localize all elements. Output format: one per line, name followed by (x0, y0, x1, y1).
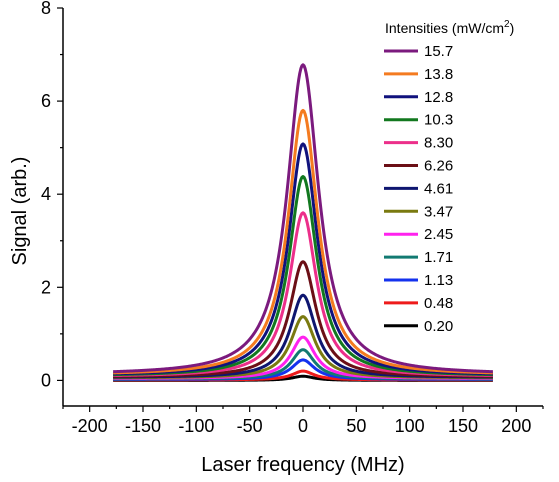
x-axis: -200 -150 -100 -50 0 50 100 150 200 (62, 405, 544, 436)
legend-label: 0.48 (424, 295, 453, 312)
x-tick-label: -100 (178, 416, 214, 436)
y-tick-label: 6 (41, 91, 51, 111)
x-tick-label: 100 (395, 416, 425, 436)
legend-label: 0.20 (424, 318, 453, 335)
y-axis: 0 2 4 6 8 (41, 0, 64, 406)
legend-label: 4.61 (424, 180, 453, 197)
x-tick-label: -50 (237, 416, 263, 436)
x-tick-label: -200 (72, 416, 108, 436)
y-tick-label: 8 (41, 0, 51, 18)
x-tick-label: 150 (448, 416, 478, 436)
legend-label: 12.8 (424, 89, 453, 106)
series-line-13.8 (112, 108, 494, 375)
x-tick-label: 200 (501, 416, 531, 436)
legend-label: 3.47 (424, 203, 453, 220)
legend-label: 10.3 (424, 112, 453, 129)
y-axis-title: Signal (arb.) (9, 157, 31, 266)
legend-label: 2.45 (424, 226, 453, 243)
legend-label: 1.71 (424, 249, 453, 266)
y-tick-label: 4 (41, 184, 51, 204)
legend-title: Intensities (mW/cm2) (385, 19, 514, 36)
legend-label: 15.7 (424, 43, 453, 60)
y-tick-label: 0 (41, 370, 51, 390)
legend-label: 8.30 (424, 135, 453, 152)
legend-label: 1.13 (424, 272, 453, 289)
legend-label: 13.8 (424, 66, 453, 83)
legend: Intensities (mW/cm2) 15.7 13.8 12.8 10.3 8.30… (384, 19, 514, 335)
x-tick-label: 0 (298, 416, 308, 436)
x-tick-label: 50 (346, 416, 366, 436)
series-line-15.7 (112, 63, 494, 374)
x-axis-title: Laser frequency (MHz) (201, 454, 404, 476)
plot-area (112, 63, 494, 382)
legend-label: 6.26 (424, 158, 453, 175)
y-tick-label: 2 (41, 277, 51, 297)
x-tick-label: -150 (125, 416, 161, 436)
